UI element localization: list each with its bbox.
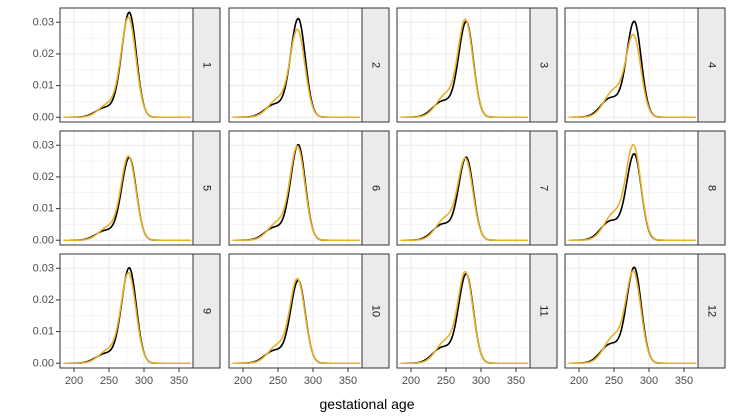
facet-strip-label: 1 xyxy=(201,62,213,68)
y-tick-label: 0.01 xyxy=(33,326,54,338)
series-line-gold xyxy=(568,143,696,242)
series-line-gold xyxy=(63,16,191,119)
series-line-gold xyxy=(232,145,360,242)
x-tick-label: 300 xyxy=(304,375,322,387)
x-tick-label: 250 xyxy=(269,375,287,387)
y-tick-label: 0.00 xyxy=(33,357,54,369)
facet-panel-4: 4 xyxy=(564,7,726,123)
facet-strip xyxy=(529,7,558,123)
x-tick-label: 200 xyxy=(234,375,252,387)
facet-panel-10: 10 200 250 300 350 xyxy=(228,253,390,387)
x-tick-label: 350 xyxy=(339,375,357,387)
facet-strip xyxy=(529,253,558,369)
x-tick-label: 350 xyxy=(675,375,693,387)
x-tick-label: 250 xyxy=(437,375,455,387)
y-tick-label: 0.00 xyxy=(33,234,54,246)
series-line-gold xyxy=(568,270,696,365)
facet-panel-1: 1 0.00 0.01 0.02 0.03 xyxy=(33,7,221,123)
facet-strip-label: 12 xyxy=(706,305,718,317)
facet-panel-9: 9 0.00 0.01 0.02 0.03 200 250 300 350 xyxy=(33,253,221,387)
facet-strip-label: 2 xyxy=(370,62,382,68)
series-line-gold xyxy=(232,277,360,365)
facet-strip-label: 6 xyxy=(370,185,382,191)
y-tick-label: 0.01 xyxy=(33,80,54,92)
x-tick-label: 250 xyxy=(100,375,118,387)
x-tick-label: 350 xyxy=(507,375,525,387)
facet-panel-11: 11 200 250 300 350 xyxy=(396,253,558,387)
facet-strip-label: 4 xyxy=(706,62,718,68)
y-tick-label: 0.02 xyxy=(33,48,54,60)
series-line-gold xyxy=(400,157,528,242)
facet-strip xyxy=(192,130,221,246)
facet-strip-label: 11 xyxy=(538,305,550,316)
x-axis-title: gestational age xyxy=(320,396,415,412)
x-tick-label: 200 xyxy=(402,375,420,387)
y-tick-label: 0.03 xyxy=(33,139,54,151)
facet-strip xyxy=(192,7,221,123)
facet-strip-label: 5 xyxy=(201,185,213,191)
facet-strip xyxy=(697,7,726,123)
series-line-gold xyxy=(400,270,528,365)
x-tick-label: 200 xyxy=(65,375,83,387)
facet-strip-label: 3 xyxy=(538,62,550,68)
x-tick-label: 300 xyxy=(640,375,658,387)
x-tick-label: 250 xyxy=(605,375,623,387)
y-tick-label: 0.03 xyxy=(33,262,54,274)
series-line-gold xyxy=(568,33,696,119)
x-tick-label: 300 xyxy=(472,375,490,387)
facet-strip-label: 9 xyxy=(201,308,213,314)
facet-strip xyxy=(697,130,726,246)
y-tick-label: 0.01 xyxy=(33,203,54,215)
facet-panel-5: 5 0.00 0.01 0.02 0.03 xyxy=(33,130,221,246)
series-line-gold xyxy=(63,271,191,365)
x-tick-label: 200 xyxy=(570,375,588,387)
facet-strip-label: 8 xyxy=(706,185,718,191)
series-line-gold xyxy=(400,18,528,119)
facet-panel-7: 7 xyxy=(396,130,558,246)
facet-panel-12: 12 200 250 300 350 xyxy=(564,253,726,387)
facet-strip xyxy=(529,130,558,246)
facet-strip xyxy=(192,253,221,369)
facet-panel-2: 2 xyxy=(228,7,390,123)
series-line-gold xyxy=(63,155,191,242)
facet-panel-3: 3 xyxy=(396,7,558,123)
x-tick-label: 350 xyxy=(170,375,188,387)
facet-panel-6: 6 xyxy=(228,130,390,246)
y-tick-label: 0.02 xyxy=(33,294,54,306)
facet-panel-8: 8 xyxy=(564,130,726,246)
facet-strip-label: 10 xyxy=(370,305,382,317)
y-tick-label: 0.02 xyxy=(33,171,54,183)
facet-strip-label: 7 xyxy=(538,185,550,191)
facet-strip xyxy=(361,130,390,246)
series-line-gold xyxy=(232,28,360,119)
facet-strip xyxy=(361,7,390,123)
facet-strip xyxy=(361,253,390,369)
y-tick-label: 0.00 xyxy=(33,111,54,123)
y-tick-label: 0.03 xyxy=(33,16,54,28)
facet-strip xyxy=(697,253,726,369)
x-tick-label: 300 xyxy=(135,375,153,387)
